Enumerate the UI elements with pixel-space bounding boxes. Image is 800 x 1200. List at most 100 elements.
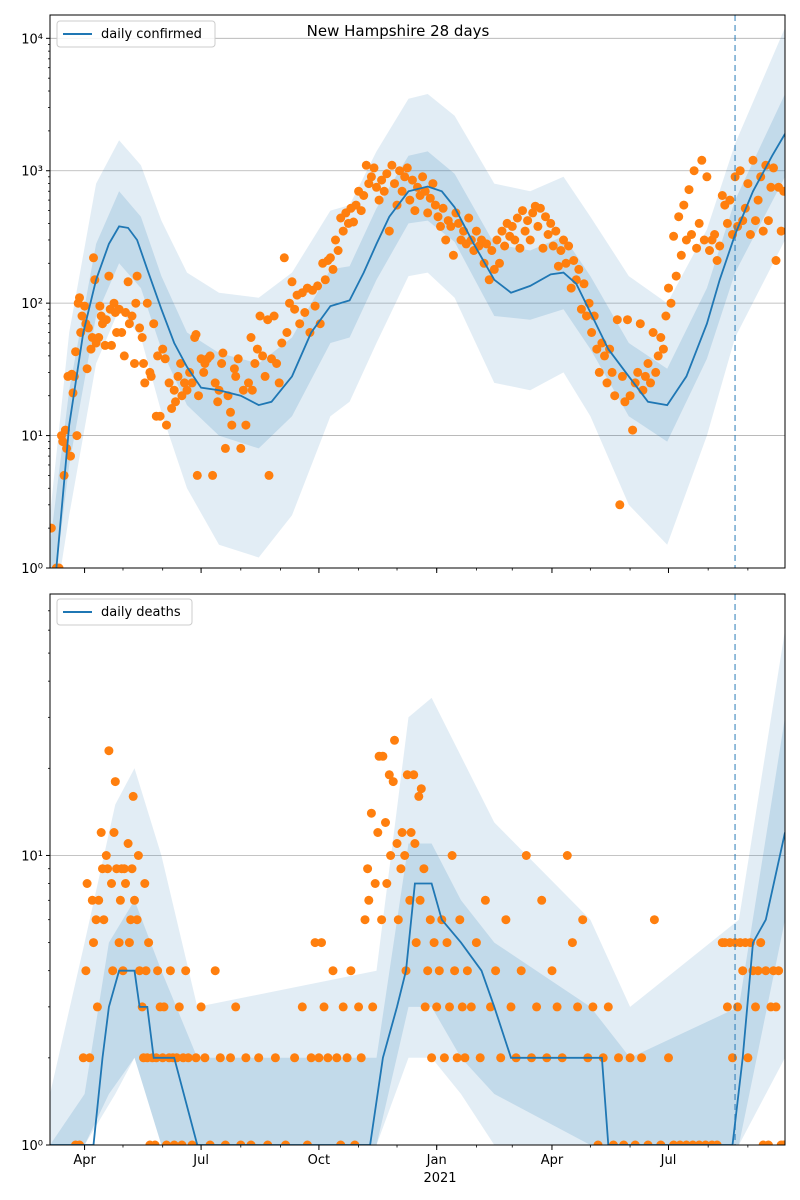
confirmed-median-line	[55, 133, 785, 568]
deaths-data-point	[396, 864, 406, 874]
confirmed-data-point	[402, 163, 412, 173]
confirmed-data-point	[149, 319, 159, 329]
deaths-data-point	[771, 1002, 781, 1012]
confirmed-data-point	[658, 344, 668, 354]
deaths-data-point	[743, 1053, 753, 1063]
deaths-data-point	[537, 895, 547, 905]
deaths-data-point	[103, 864, 113, 874]
confirmed-data-point	[717, 191, 727, 200]
confirmed-data-point	[430, 200, 440, 210]
confirmed-data-point	[123, 277, 133, 287]
confirmed-data-point	[130, 359, 139, 368]
confirmed-data-point	[169, 385, 179, 395]
confirmed-data-point	[564, 241, 574, 251]
confirmed-data-point	[213, 397, 223, 407]
confirmed-median	[55, 133, 785, 568]
confirmed-data-point	[387, 160, 397, 170]
deaths-data-point	[377, 915, 387, 925]
deaths-data-point	[174, 1002, 184, 1012]
deaths-data-point	[121, 879, 130, 888]
confirmed-data-point	[454, 218, 463, 228]
confirmed-data-point	[635, 319, 645, 329]
confirmed-data-point	[155, 411, 165, 421]
confirmed-data-point	[269, 311, 279, 321]
deaths-data-point	[75, 1140, 84, 1145]
confirmed-data-point	[285, 298, 294, 308]
confirmed-data-point	[137, 333, 147, 342]
confirmed-data-point	[776, 226, 785, 236]
deaths-data-point	[491, 966, 501, 976]
confirmed-data-point	[579, 279, 589, 289]
confirmed-data-point	[620, 397, 630, 407]
confirmed-y-tick-label: 10¹	[21, 430, 43, 445]
deaths-data-point	[99, 915, 109, 925]
confirmed-data-point	[272, 359, 282, 368]
confirmed-data-point	[582, 311, 591, 321]
confirmed-data-point	[374, 195, 384, 205]
deaths-data-point	[779, 1140, 785, 1145]
confirmed-data-point	[167, 404, 177, 413]
deaths-data-point	[382, 879, 392, 888]
confirmed-data-point	[72, 431, 82, 441]
deaths-data-point	[552, 1002, 562, 1012]
deaths-data-point	[455, 915, 465, 925]
deaths-data-point	[419, 864, 429, 874]
confirmed-data-point	[666, 298, 676, 308]
confirmed-data-point	[89, 253, 98, 263]
deaths-data-point	[356, 1053, 366, 1063]
deaths-data-point	[140, 879, 150, 888]
confirmed-data-point	[646, 378, 655, 388]
confirmed-data-point	[218, 348, 228, 358]
deaths-data-point	[414, 791, 424, 801]
deaths-data-point	[310, 938, 320, 948]
confirmed-data-point	[205, 351, 215, 361]
confirmed-panel: 10⁰ 10¹ 10² 10³ 10⁴ New Hampshire 28 days da…	[21, 14, 786, 577]
confirmed-y-tick-label: 10⁴	[21, 32, 43, 47]
confirmed-data-point	[100, 340, 110, 350]
deaths-legend: daily deaths	[56, 598, 193, 626]
confirmed-data-point	[715, 241, 725, 251]
deaths-data-point	[346, 966, 356, 976]
deaths-data-point	[91, 915, 101, 925]
confirmed-data-point	[210, 378, 220, 388]
confirmed-data-point	[418, 172, 428, 182]
deaths-data-point	[480, 895, 490, 905]
confirmed-data-point	[191, 330, 201, 339]
confirmed-data-point	[559, 235, 568, 245]
deaths-data-point	[128, 791, 138, 801]
confirmed-data-point	[497, 226, 507, 236]
deaths-data-point	[290, 1053, 300, 1063]
confirmed-data-point	[533, 221, 543, 231]
confirmed-data-point	[295, 319, 305, 329]
deaths-data-point	[712, 1140, 722, 1145]
deaths-data-point	[532, 1002, 542, 1012]
confirmed-legend-label: daily confirmed	[101, 27, 202, 42]
deaths-data-point	[573, 1002, 583, 1012]
confirmed-data-point	[556, 246, 566, 255]
x-tick-label: Jul	[660, 1153, 677, 1168]
confirmed-data-point	[651, 367, 661, 377]
confirmed-data-point	[566, 283, 576, 293]
deaths-x-ticks: Apr Jul Oct Jan Apr Jul	[73, 1145, 749, 1168]
deaths-data-point	[547, 966, 557, 976]
deaths-data-point	[210, 966, 220, 976]
deaths-data-point	[656, 1140, 666, 1145]
deaths-data-point	[354, 1002, 364, 1012]
deaths-data-point	[614, 1053, 623, 1063]
deaths-data-point	[101, 851, 111, 860]
deaths-data-point	[460, 1053, 470, 1063]
confirmed-data-point	[104, 271, 114, 281]
confirmed-data-point	[250, 359, 260, 368]
confirmed-data-point	[495, 258, 504, 268]
deaths-data-point	[254, 1053, 264, 1063]
deaths-data-point	[336, 1140, 346, 1145]
confirmed-data-point	[359, 191, 369, 200]
deaths-data-point	[370, 879, 380, 888]
confirmed-data-point	[194, 391, 203, 401]
confirmed-data-point	[233, 354, 243, 364]
deaths-median-line	[50, 832, 785, 1145]
confirmed-data-point	[95, 301, 105, 311]
confirmed-data-point	[561, 258, 571, 268]
confirmed-data-point	[397, 186, 407, 196]
deaths-data-point	[302, 1140, 312, 1145]
